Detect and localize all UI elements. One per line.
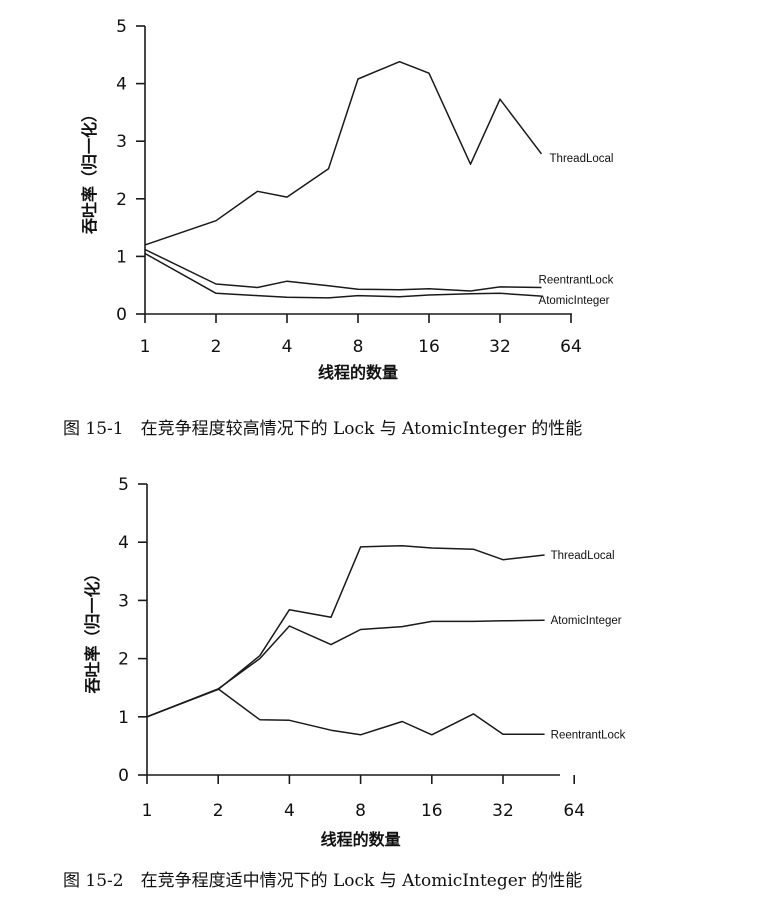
x-tick-label: 32 xyxy=(492,801,514,821)
y-tick-label: 3 xyxy=(116,132,127,152)
y-axis-title: 吞吐率（归一化） xyxy=(83,565,102,693)
series-label-reentrantlock: ReentrantLock xyxy=(539,275,614,287)
x-tick-label: 4 xyxy=(282,337,293,357)
y-axis-title: 吞吐率（归一化） xyxy=(80,106,99,234)
y-tick-label: 2 xyxy=(116,190,127,210)
series-label-threadlocal: ThreadLocal xyxy=(550,153,614,165)
y-tick-label: 5 xyxy=(118,475,129,495)
y-tick-label: 4 xyxy=(118,533,129,553)
x-tick-label: 64 xyxy=(560,337,582,357)
series-label-threadlocal: ThreadLocal xyxy=(551,550,615,562)
y-tick-label: 2 xyxy=(118,650,129,670)
series-line-reentrantlock xyxy=(144,248,542,292)
series-line-threadlocal xyxy=(146,544,545,718)
x-tick-label: 2 xyxy=(213,801,224,821)
series-line-threadlocal xyxy=(144,60,543,246)
series-label-atomicinteger: AtomicInteger xyxy=(539,295,610,307)
x-tick-label: 8 xyxy=(353,337,364,357)
x-tick-label: 8 xyxy=(355,801,366,821)
x-tick-label: 1 xyxy=(140,337,151,357)
series-line-atomicinteger xyxy=(144,252,542,299)
y-tick-label: 0 xyxy=(118,766,129,786)
figure-caption: 图 15-2 在竞争程度适中情况下的 Lock 与 AtomicInteger … xyxy=(63,871,582,891)
x-axis-title: 线程的数量 xyxy=(321,830,401,849)
x-tick-label: 1 xyxy=(142,801,153,821)
series-line-atomicinteger xyxy=(146,619,545,718)
y-tick-label: 0 xyxy=(116,305,127,325)
series-label-atomicinteger: AtomicInteger xyxy=(551,615,622,627)
x-axis-title: 线程的数量 xyxy=(318,363,398,382)
x-tick-label: 64 xyxy=(563,801,585,821)
series-line-reentrantlock xyxy=(146,688,545,736)
x-tick-label: 16 xyxy=(418,337,440,357)
x-tick-label: 4 xyxy=(284,801,295,821)
y-tick-label: 3 xyxy=(118,591,129,611)
series-label-reentrantlock: ReentrantLock xyxy=(551,729,626,741)
y-tick-label: 1 xyxy=(116,247,127,267)
y-tick-label: 5 xyxy=(116,17,127,37)
figure-caption: 图 15-1 在竞争程度较高情况下的 Lock 与 AtomicInteger … xyxy=(63,419,582,439)
y-tick-label: 4 xyxy=(116,75,127,95)
x-tick-label: 16 xyxy=(421,801,443,821)
y-tick-label: 1 xyxy=(118,708,129,728)
x-tick-label: 2 xyxy=(211,337,222,357)
x-tick-label: 32 xyxy=(489,337,511,357)
